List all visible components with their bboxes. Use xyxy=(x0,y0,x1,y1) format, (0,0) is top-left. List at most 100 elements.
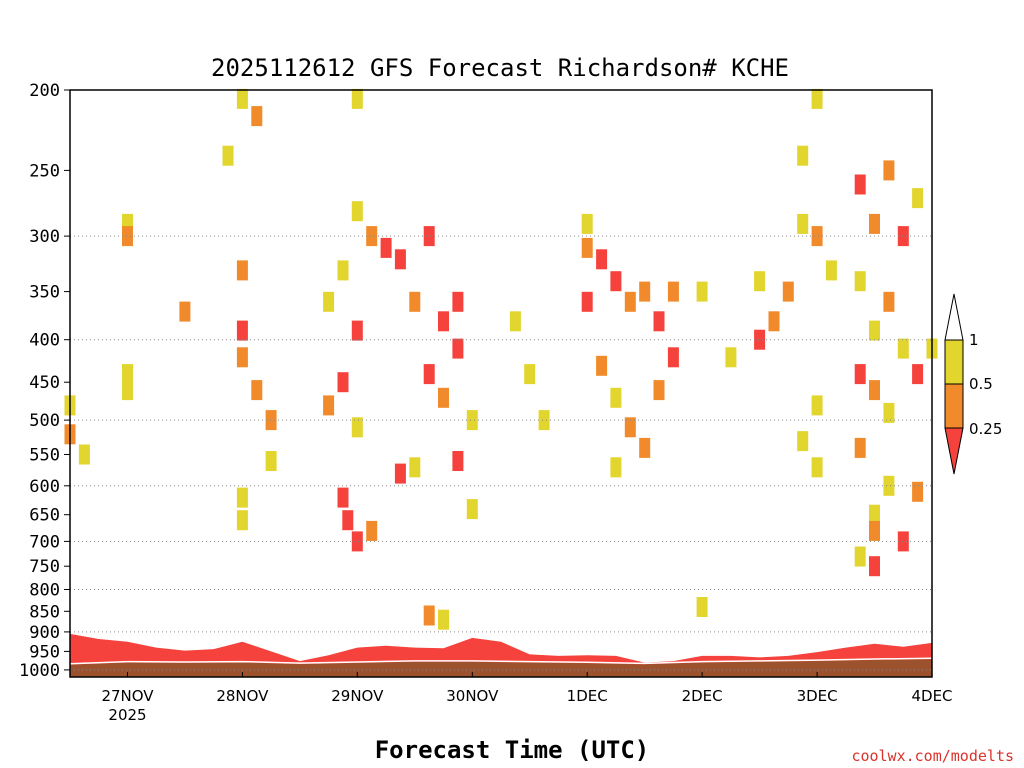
ri-cell xyxy=(179,301,191,322)
ri-cell xyxy=(883,402,895,423)
ri-cell xyxy=(811,88,823,109)
ri-cell xyxy=(725,347,737,368)
ri-cell xyxy=(897,531,909,552)
x-tick-label: 27NOV xyxy=(101,687,154,705)
ri-cell xyxy=(366,520,378,541)
ri-cell xyxy=(653,380,665,401)
ri-cell xyxy=(869,380,880,401)
ri-cell xyxy=(581,237,593,258)
ri-cell xyxy=(222,145,234,166)
y-tick-label: 200 xyxy=(29,81,60,101)
ri-cell xyxy=(854,546,866,567)
ri-cell xyxy=(610,457,622,478)
ri-cell xyxy=(438,387,449,408)
x-tick-label: 30NOV xyxy=(446,687,499,705)
ri-cell xyxy=(897,226,909,247)
plot-frame xyxy=(69,89,933,678)
y-tick-label: 900 xyxy=(29,623,60,643)
ri-cell xyxy=(639,281,651,302)
ri-cell xyxy=(883,160,895,181)
ri-cell xyxy=(236,510,248,531)
x-tick-label: 1DEC xyxy=(567,687,608,705)
ri-cell xyxy=(342,510,354,531)
boundary-layer xyxy=(69,633,933,677)
ri-cell xyxy=(811,226,823,247)
ri-cell xyxy=(653,311,665,332)
ri-cell xyxy=(883,475,895,496)
ri-cell xyxy=(797,431,809,452)
ri-cell xyxy=(754,329,766,350)
y-tick-label: 650 xyxy=(29,506,60,526)
ri-cell xyxy=(122,380,133,401)
ri-cell xyxy=(423,226,435,247)
ri-cell xyxy=(351,531,363,552)
ri-cell xyxy=(509,311,521,332)
ri-cell xyxy=(409,457,421,478)
credit-link[interactable]: coolwx.com/modelts xyxy=(851,747,1014,765)
ri-cell xyxy=(596,249,608,270)
x-tick-label: 4DEC xyxy=(911,687,952,705)
ri-cell xyxy=(236,347,248,368)
ri-cell xyxy=(581,213,593,234)
ri-cell xyxy=(538,410,550,431)
y-tick-label: 600 xyxy=(29,477,60,497)
legend-label: 0.25 xyxy=(969,420,1002,438)
ri-cell xyxy=(394,249,406,270)
ri-cell xyxy=(610,271,622,292)
ri-cell xyxy=(912,481,924,502)
ri-cell xyxy=(596,355,608,376)
ri-cell xyxy=(782,281,794,302)
ri-cell xyxy=(452,451,464,471)
y-tick-label: 400 xyxy=(29,331,60,351)
ri-cell xyxy=(883,291,895,312)
legend-arrow-top xyxy=(944,293,964,341)
x-axis-title: Forecast Time (UTC) xyxy=(375,736,650,764)
ri-cell xyxy=(768,311,780,332)
ri-cell xyxy=(610,387,622,408)
y-tick-label: 700 xyxy=(29,532,60,552)
ri-cell xyxy=(380,237,392,258)
ri-cell xyxy=(811,457,823,478)
ri-cell xyxy=(869,504,880,525)
y-tick-label: 750 xyxy=(29,557,60,577)
ri-cell xyxy=(122,364,133,385)
ri-cell xyxy=(667,347,679,368)
ri-cell xyxy=(78,444,90,465)
legend-label: 0.5 xyxy=(969,375,993,393)
surface-fill xyxy=(70,659,932,677)
y-tick-label: 250 xyxy=(29,161,60,181)
ri-cell xyxy=(251,380,263,401)
ri-cell xyxy=(854,271,866,292)
legend-label: 1 xyxy=(969,331,979,349)
ri-cell xyxy=(236,320,248,341)
ri-cell xyxy=(122,213,133,234)
ri-cell xyxy=(438,609,449,630)
legend-arrow-bottom xyxy=(944,427,964,475)
gridlines xyxy=(70,235,932,671)
ri-cell xyxy=(811,395,823,416)
ri-cell xyxy=(265,451,277,471)
ri-cell xyxy=(351,201,363,222)
ri-cell xyxy=(466,410,478,431)
ri-cell xyxy=(409,291,421,312)
chart-title: 2025112612 GFS Forecast Richardson# KCHE xyxy=(211,54,789,82)
ri-cell xyxy=(438,311,449,332)
ri-cells xyxy=(64,88,938,630)
ri-cell xyxy=(323,395,335,416)
surface-line xyxy=(69,657,933,665)
y-tick-label: 850 xyxy=(29,602,60,622)
ri-cell xyxy=(351,320,363,341)
ri-cell xyxy=(423,364,435,385)
ri-cell xyxy=(854,364,866,385)
ri-cell xyxy=(854,174,866,195)
ri-cell xyxy=(423,605,435,626)
ri-cell xyxy=(524,364,536,385)
ri-cell xyxy=(251,106,263,127)
x-tick-label: 3DEC xyxy=(797,687,838,705)
legend-swatch xyxy=(944,383,964,429)
y-tick-label: 450 xyxy=(29,373,60,393)
y-tick-label: 800 xyxy=(29,581,60,601)
ri-cell xyxy=(236,260,248,281)
